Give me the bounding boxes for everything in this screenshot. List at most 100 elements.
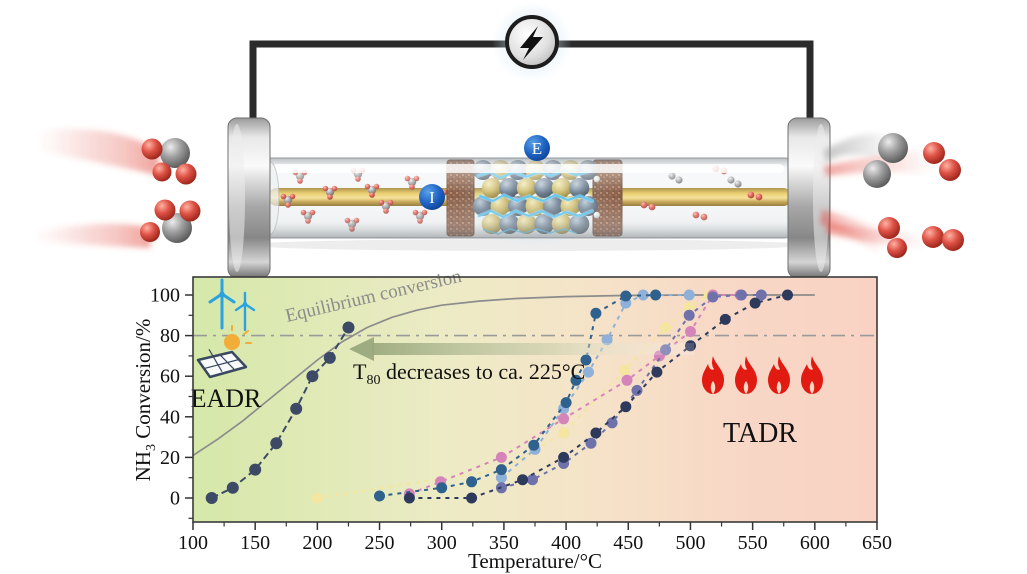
data-point-steel-blue — [374, 490, 385, 502]
data-point-eadr-navy — [306, 370, 319, 383]
data-point-tadr-navy — [651, 366, 663, 378]
ylabel-sub: 3 — [144, 444, 159, 451]
data-point-pink — [685, 326, 696, 337]
svg-text:100: 100 — [150, 285, 180, 307]
ammonia-molecule — [140, 199, 201, 243]
data-point-eadr-navy — [323, 351, 336, 364]
data-point-light-blue — [583, 366, 594, 378]
svg-text:450: 450 — [613, 532, 643, 554]
data-point-steel-blue — [528, 439, 540, 451]
motion-trail — [824, 133, 894, 162]
reactor-illustration: E I — [34, 2, 964, 279]
svg-text:500: 500 — [675, 532, 705, 554]
svg-text:250: 250 — [365, 532, 395, 554]
decomposition-products — [820, 133, 964, 258]
data-point-steel-blue — [466, 476, 478, 488]
data-point-light-blue — [495, 472, 507, 484]
data-point-steel-blue — [590, 307, 602, 319]
data-point-steel-blue — [580, 354, 592, 366]
svg-text:I: I — [429, 188, 435, 207]
svg-text:100: 100 — [178, 532, 208, 554]
data-point-tadr-navy — [590, 427, 602, 439]
conversion-chart: 100 150 200 250 300 350 400 450 500 550 600 650 0 20 4… — [131, 270, 892, 573]
data-point-eadr-navy — [342, 321, 355, 334]
left-flange — [227, 117, 271, 279]
data-point-pink — [495, 451, 507, 463]
data-point-slate-purple — [606, 417, 618, 429]
wind-turbine-icon — [208, 278, 256, 332]
t80-sub: 80 — [366, 373, 380, 388]
data-point-slate-purple — [755, 289, 767, 301]
svg-text:400: 400 — [551, 532, 581, 554]
plot-border — [192, 276, 878, 523]
data-point-light-blue — [683, 289, 695, 301]
ylabel-suffix: Conversion/% — [131, 319, 155, 444]
hydrogen-molecule — [922, 226, 964, 251]
data-point-tadr-navy — [403, 492, 415, 504]
tube-shadow — [248, 239, 808, 251]
data-point-steel-blue — [620, 290, 632, 302]
data-point-slate-purple — [527, 474, 538, 486]
data-point-tadr-navy — [620, 401, 632, 413]
t80-annotation: T80 decreases to ca. 225°C — [353, 359, 585, 388]
svg-text:550: 550 — [738, 532, 768, 554]
data-point-steel-blue — [650, 289, 662, 301]
svg-text:40: 40 — [160, 406, 180, 428]
data-point-tadr-navy — [558, 451, 570, 463]
t80-arrow — [349, 337, 694, 361]
t80-rest: decreases to ca. 225°C — [380, 359, 585, 384]
series-line-light-blue — [500, 294, 690, 479]
x-axis-title: Temperature/°C — [468, 549, 602, 573]
ylabel-prefix: NH — [131, 451, 155, 481]
t80-prefix: T — [353, 359, 367, 384]
data-point-pale-yellow — [619, 364, 630, 376]
data-point-slate-purple — [683, 309, 695, 321]
data-point-steel-blue — [495, 464, 507, 476]
svg-text:20: 20 — [160, 447, 180, 469]
hydrogen-molecule — [923, 142, 961, 181]
solar-panel-icon — [196, 325, 252, 379]
lightning-bolt-icon — [520, 26, 543, 60]
data-point-pale-yellow — [683, 301, 695, 313]
data-point-eadr-navy — [270, 437, 283, 450]
data-point-tadr-navy — [517, 474, 529, 486]
data-point-slate-purple — [585, 437, 597, 449]
data-point-light-blue — [601, 334, 613, 346]
data-point-tadr-navy — [782, 289, 793, 301]
right-flange — [787, 117, 831, 279]
svg-text:E: E — [532, 139, 542, 158]
glass-highlight — [272, 164, 784, 173]
nitrogen-molecule — [863, 133, 908, 188]
data-series — [192, 289, 815, 504]
data-point-eadr-navy — [205, 492, 218, 504]
data-point-tadr-navy — [719, 313, 731, 325]
data-point-steel-blue — [560, 397, 572, 409]
data-point-slate-purple — [707, 291, 719, 303]
hydrogen-molecule — [878, 217, 907, 258]
svg-text:350: 350 — [489, 532, 519, 554]
svg-text:60: 60 — [160, 366, 180, 388]
ammonia-reactants — [34, 129, 201, 248]
data-point-slate-purple — [631, 384, 643, 396]
svg-text:200: 200 — [302, 532, 332, 554]
data-point-tadr-navy — [466, 492, 478, 504]
data-point-eadr-navy — [290, 402, 303, 415]
svg-text:300: 300 — [427, 532, 457, 554]
svg-text:650: 650 — [862, 532, 892, 554]
svg-text:600: 600 — [800, 532, 830, 554]
data-point-pale-yellow — [311, 492, 323, 504]
data-point-pale-yellow — [660, 322, 672, 333]
data-point-light-blue — [637, 289, 649, 301]
data-point-pink — [621, 374, 633, 386]
svg-text:150: 150 — [240, 532, 270, 554]
data-point-tadr-navy — [749, 297, 761, 309]
data-point-eadr-navy — [226, 481, 239, 494]
electrode-label-I: I — [419, 184, 445, 210]
eadr-label: EADR — [191, 384, 262, 413]
svg-text:0: 0 — [170, 488, 180, 510]
motion-trail — [34, 223, 152, 248]
ammonia-molecule — [141, 138, 197, 185]
y-axis-title: NH3 Conversion/% — [131, 319, 159, 482]
glass-reflection — [258, 158, 798, 238]
